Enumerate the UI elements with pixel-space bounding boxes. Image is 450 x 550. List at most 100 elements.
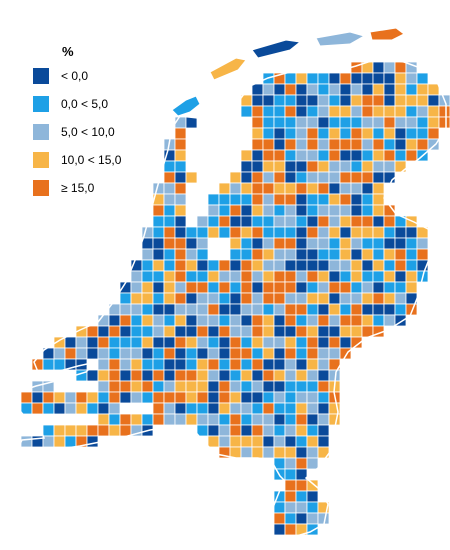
municipality-cell <box>273 105 286 118</box>
municipality-cell <box>240 292 253 305</box>
municipality-cell <box>119 325 132 338</box>
municipality-cell <box>196 369 209 382</box>
municipality-cell <box>251 402 264 415</box>
municipality-cell <box>218 303 231 316</box>
municipality-cell <box>207 204 220 217</box>
municipality-cell <box>207 314 220 327</box>
municipality-cell <box>240 413 253 426</box>
municipality-cell <box>229 402 242 415</box>
municipality-cell <box>229 446 242 459</box>
municipality-cell <box>174 160 187 173</box>
municipality-cell <box>152 402 165 415</box>
municipality-cell <box>361 116 374 129</box>
municipality-cell <box>306 380 319 393</box>
municipality-cell <box>218 281 231 294</box>
municipality-cell <box>273 314 286 327</box>
municipality-cell <box>273 138 286 151</box>
municipality-cell <box>141 325 154 338</box>
municipality-cell <box>229 204 242 217</box>
municipality-cell <box>207 226 220 239</box>
municipality-cell <box>174 116 187 129</box>
municipality-cell <box>174 358 187 371</box>
municipality-cell <box>240 215 253 228</box>
municipality-cell <box>130 369 143 382</box>
municipality-cell <box>174 237 187 250</box>
municipality-cell <box>262 237 275 250</box>
municipality-cell <box>229 435 242 448</box>
municipality-cell <box>229 391 242 404</box>
municipality-cell <box>361 314 374 327</box>
municipality-cell <box>317 435 330 448</box>
municipality-cell <box>251 413 264 426</box>
municipality-cell <box>361 72 374 85</box>
municipality-cell <box>152 215 165 228</box>
municipality-cell <box>185 336 198 349</box>
municipality-cell <box>339 237 352 250</box>
municipality-cell <box>295 171 308 184</box>
municipality-cell <box>361 182 374 195</box>
municipality-cell <box>240 226 253 239</box>
municipality-cell <box>152 204 165 217</box>
municipality-cell <box>229 380 242 393</box>
municipality-cell <box>262 391 275 404</box>
municipality-cell <box>196 226 209 239</box>
municipality-cell <box>273 281 286 294</box>
municipality-cell <box>339 204 352 217</box>
municipality-cell <box>317 402 330 415</box>
legend-swatch <box>32 151 50 169</box>
municipality-cell <box>240 369 253 382</box>
municipality-cell <box>284 138 297 151</box>
municipality-cell <box>108 424 121 437</box>
municipality-cell <box>306 523 319 536</box>
municipality-cell <box>240 314 253 327</box>
municipality-cell <box>295 72 308 85</box>
municipality-cell <box>174 292 187 305</box>
municipality-cell <box>372 149 385 162</box>
municipality-cell <box>174 281 187 294</box>
municipality-cell <box>306 138 319 151</box>
municipality-cell <box>284 347 297 360</box>
municipality-cell <box>339 292 352 305</box>
municipality-cell <box>295 402 308 415</box>
municipality-cell <box>229 325 242 338</box>
municipality-cell <box>229 336 242 349</box>
municipality-cell <box>317 292 330 305</box>
municipality-cell <box>295 182 308 195</box>
municipality-cell <box>75 336 88 349</box>
municipality-cell <box>295 248 308 261</box>
municipality-cell <box>273 523 286 536</box>
municipality-cell <box>284 259 297 272</box>
municipality-cell <box>196 325 209 338</box>
municipality-cell <box>185 369 198 382</box>
municipality-cell <box>251 171 264 184</box>
municipality-cell <box>262 435 275 448</box>
municipality-cell <box>163 391 176 404</box>
municipality-cell <box>284 94 297 107</box>
municipality-cell <box>218 193 231 206</box>
municipality-cell <box>284 446 297 459</box>
municipality-cell <box>152 391 165 404</box>
municipality-cell <box>328 303 341 316</box>
municipality-cell <box>394 149 407 162</box>
municipality-cell <box>284 292 297 305</box>
municipality-cell <box>361 171 374 184</box>
municipality-cell <box>240 424 253 437</box>
municipality-cell <box>240 237 253 250</box>
municipality-cell <box>207 369 220 382</box>
municipality-cell <box>350 116 363 129</box>
municipality-cell <box>306 512 319 525</box>
municipality-cell <box>383 292 396 305</box>
municipality-cell <box>130 281 143 294</box>
municipality-cell <box>394 303 407 316</box>
municipality-cell <box>306 270 319 283</box>
municipality-cell <box>284 358 297 371</box>
municipality-cell <box>119 369 132 382</box>
municipality-cell <box>229 193 242 206</box>
municipality-cell <box>350 336 363 349</box>
municipality-cell <box>130 314 143 327</box>
municipality-cell <box>372 270 385 283</box>
municipality-cell <box>86 369 99 382</box>
municipality-cell <box>152 314 165 327</box>
municipality-cell <box>174 138 187 151</box>
municipality-cell <box>317 138 330 151</box>
